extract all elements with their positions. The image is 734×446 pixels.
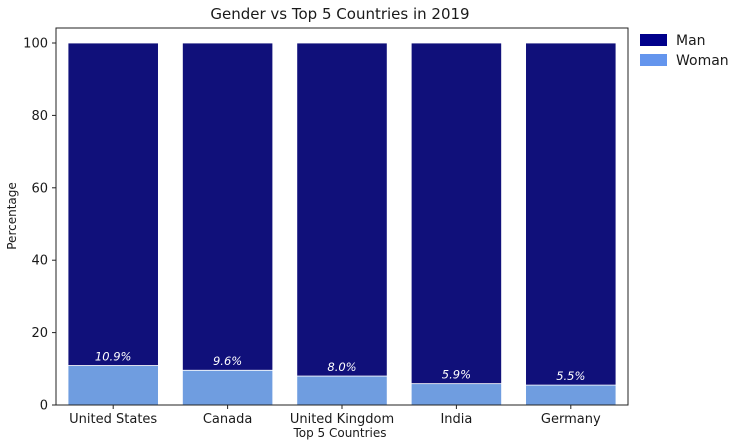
- bar-man-4: [525, 42, 617, 386]
- x-axis-label: Top 5 Countries: [292, 426, 386, 440]
- data-label: 5.9%: [442, 368, 471, 382]
- bar-woman-4: [525, 384, 617, 406]
- legend-swatch-man: [640, 34, 667, 46]
- data-label: 8.0%: [327, 360, 356, 374]
- y-tick-label: 60: [31, 181, 48, 196]
- y-tick-label: 40: [31, 254, 48, 269]
- chart-title: Gender vs Top 5 Countries in 2019: [210, 5, 469, 23]
- data-label: 5.5%: [556, 369, 585, 383]
- data-label: 9.6%: [213, 354, 242, 368]
- y-tick-label: 20: [31, 326, 48, 341]
- y-tick-label: 0: [40, 399, 48, 414]
- bar-man-2: [296, 42, 388, 377]
- x-tick-label: United States: [69, 412, 157, 427]
- x-tick-label: India: [440, 412, 472, 427]
- legend-swatch-woman: [640, 54, 667, 66]
- bar-woman-0: [67, 365, 159, 406]
- y-tick-label: 100: [23, 37, 48, 52]
- x-tick-label: Germany: [541, 412, 601, 427]
- plot-area: 10.9% United States 9.6% Canada 8.0% United K…: [23, 37, 617, 427]
- bar-man-0: [67, 42, 159, 366]
- bar-man-1: [182, 42, 274, 371]
- legend: Man Woman: [640, 33, 729, 69]
- legend-label-man: Man: [676, 33, 706, 49]
- plot-frame: [55, 27, 629, 406]
- bar-woman-1: [182, 369, 274, 406]
- bar-woman-2: [296, 375, 388, 406]
- bar-woman-3: [410, 383, 502, 406]
- x-tick-label: United Kingdom: [290, 412, 394, 427]
- y-tick-label: 80: [31, 109, 48, 124]
- y-axis-label: Percentage: [5, 182, 19, 250]
- x-tick-label: Canada: [203, 412, 252, 427]
- legend-label-woman: Woman: [676, 53, 729, 69]
- data-label: 10.9%: [95, 350, 132, 364]
- bar-man-3: [410, 42, 502, 385]
